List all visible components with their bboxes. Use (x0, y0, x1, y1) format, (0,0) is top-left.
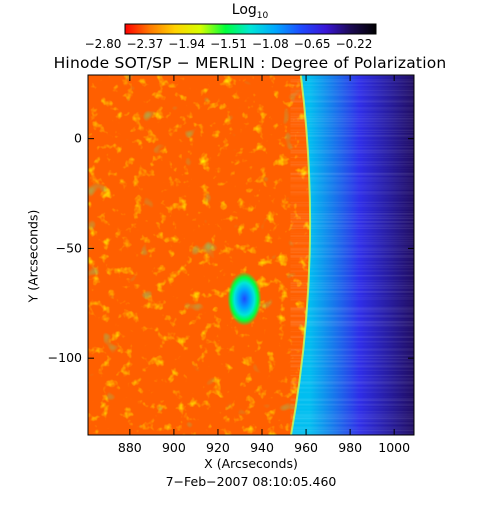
y-tick-label: −50 (56, 240, 82, 255)
colorbar-tick-label: −1.51 (210, 37, 247, 51)
chart-title: Hinode SOT/SP − MERLIN : Degree of Polar… (53, 54, 447, 72)
colorbar-tick-label: −0.65 (293, 37, 331, 51)
colorbar-tick-label: −2.80 (84, 37, 122, 51)
y-tick-label: −100 (48, 350, 82, 365)
colorbar-tick-label: −2.37 (126, 37, 164, 51)
x-tick-label: 920 (206, 440, 230, 455)
limb-edge (290, 75, 312, 435)
plot-frame (87, 74, 415, 436)
y-tick-label: 0 (74, 131, 82, 146)
x-tick-label: 980 (338, 440, 362, 455)
colorbar-tick-label: −0.22 (335, 37, 373, 51)
x-tick-label: 940 (250, 440, 274, 455)
heatmap-image (88, 75, 414, 435)
y-axis: 0 −50 −100 (48, 131, 414, 365)
x-tick-label: 1000 (378, 440, 410, 455)
x-axis-label: X (Arcseconds) (204, 456, 298, 471)
colorbar-tick-label: −1.08 (251, 37, 289, 51)
x-tick-label: 960 (294, 440, 318, 455)
x-axis: 880 900 920 940 960 980 1000 (118, 75, 410, 455)
observation-timestamp: 7−Feb−2007 08:10:05.460 (165, 474, 337, 489)
colorbar-title-text: Log (231, 2, 257, 18)
sunspot (227, 271, 262, 326)
x-tick-label: 900 (162, 440, 186, 455)
x-tick-label: 880 (118, 440, 142, 455)
colorbar-title-subscript: 10 (256, 10, 269, 21)
colorbar-title: Log10 (0, 2, 500, 21)
colorbar (124, 23, 377, 35)
colorbar-tick-label: −1.94 (168, 37, 206, 51)
offlimb-streaks (291, 75, 414, 435)
